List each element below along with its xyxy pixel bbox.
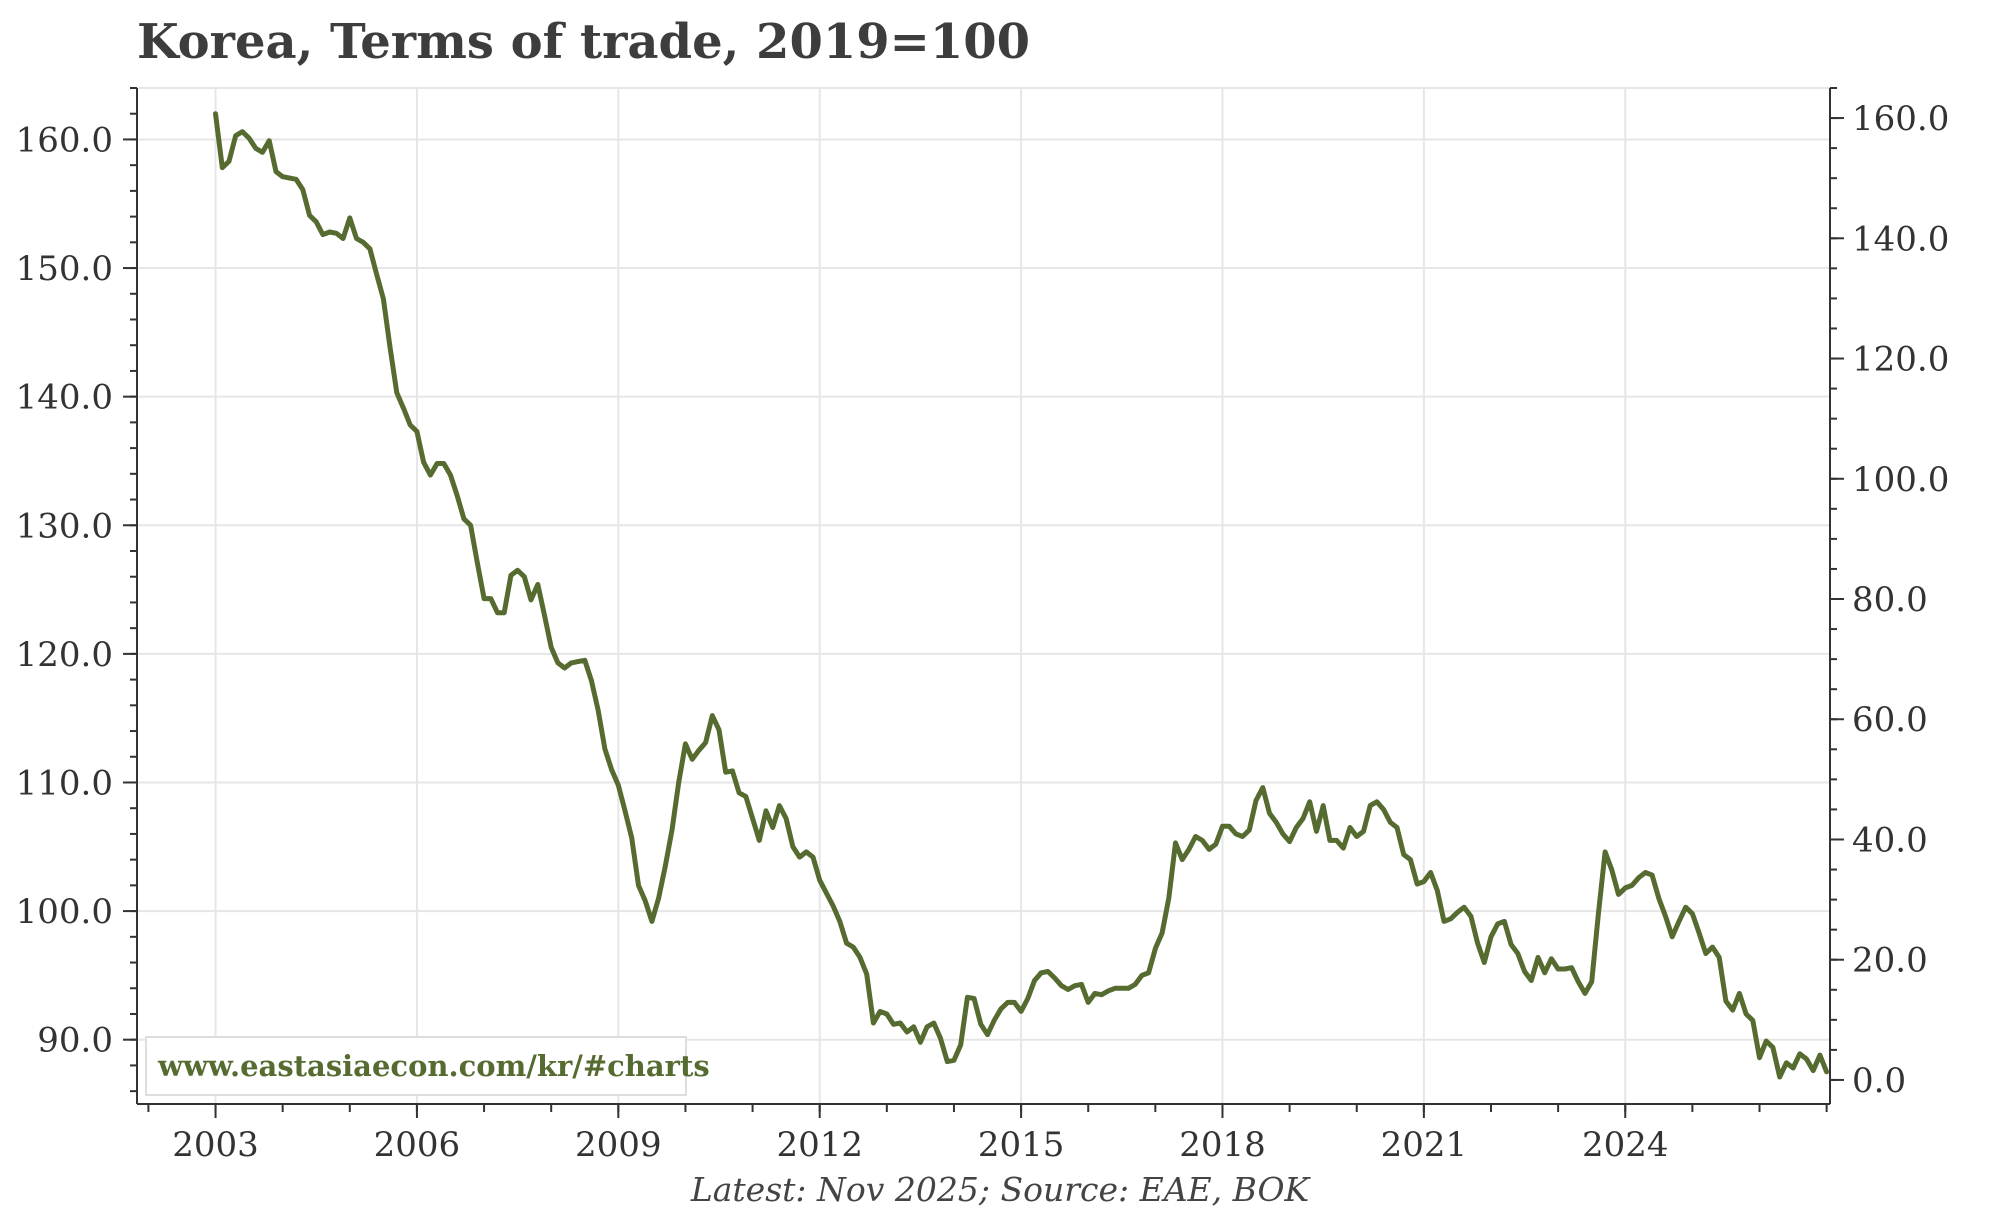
y-left-tick-label: 150.0 [16,249,113,289]
y-right-tick-label: 80.0 [1852,580,1928,620]
x-tick-label: 2024 [1582,1125,1669,1165]
y-right-tick-label: 40.0 [1852,820,1928,860]
y-left-tick-label: 160.0 [16,120,113,160]
source-footer: Latest: Nov 2025; Source: EAE, BOK [690,1170,1310,1209]
y-left-tick-label: 140.0 [16,378,113,418]
x-tick-label: 2015 [978,1125,1065,1165]
x-tick-label: 2003 [172,1125,259,1165]
axes [136,88,1831,1105]
y-left-tick-label: 130.0 [16,506,113,546]
right-y-axis-ticks: 0.0 20.0 40.0 60.0 80.0 100.0 120.0 140.0 160.0 [1830,87,1949,1101]
x-tick-label: 2018 [1179,1125,1266,1165]
y-right-tick-label: 60.0 [1852,700,1928,740]
y-right-tick-label: 20.0 [1852,941,1928,981]
x-tick-label: 2021 [1381,1125,1468,1165]
x-axis-ticks: 2003 2006 2009 2012 2015 2018 2021 2024 [147,1104,1828,1165]
chart-title: Korea, Terms of trade, 2019=100 [137,14,1031,70]
series-line-terms-of-trade [213,111,1830,1080]
x-tick-label: 2009 [575,1125,662,1165]
y-left-tick-label: 90.0 [37,1021,113,1061]
y-right-tick-label: 140.0 [1852,219,1949,259]
y-right-tick-label: 120.0 [1852,340,1949,380]
x-tick-label: 2006 [374,1125,461,1165]
y-gridlines [137,87,1830,1041]
x-tick-label: 2012 [776,1125,863,1165]
watermark-text[interactable]: www.eastasiaecon.com/kr/#charts [157,1049,710,1083]
watermark-box[interactable]: www.eastasiaecon.com/kr/#charts [145,1036,710,1096]
y-right-tick-label: 100.0 [1852,460,1949,500]
left-y-axis-ticks: 90.0 100.0 110.0 120.0 130.0 140.0 150.0 160.0 [16,87,137,1093]
y-left-tick-label: 110.0 [16,763,113,803]
y-left-tick-label: 120.0 [16,635,113,675]
y-right-tick-label: 0.0 [1852,1061,1906,1101]
y-left-tick-label: 100.0 [16,892,113,932]
x-gridlines [214,88,1627,1104]
y-right-tick-label: 160.0 [1852,99,1949,139]
